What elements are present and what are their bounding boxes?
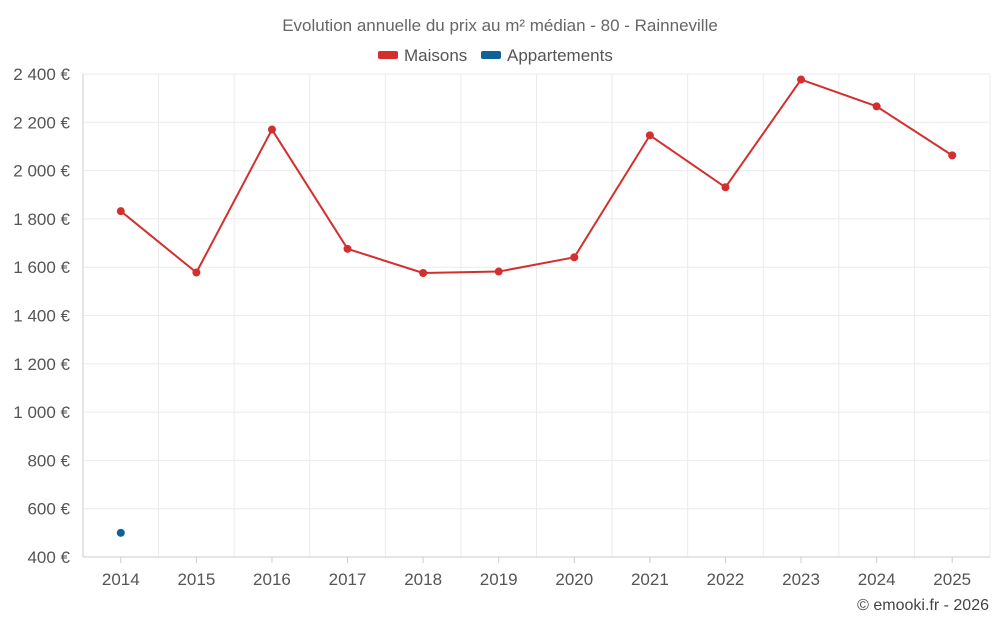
x-tick-label: 2018 [404,570,442,589]
data-point-maisons[interactable] [721,183,730,192]
series-line-maisons [120,78,953,274]
x-tick-label: 2024 [858,570,896,589]
x-tick-label: 2020 [555,570,593,589]
y-tick-label: 1 800 € [13,210,70,229]
data-point-maisons[interactable] [872,102,881,111]
y-tick-label: 600 € [27,500,70,519]
data-point-maisons[interactable] [116,207,125,216]
y-tick-label: 800 € [27,451,70,470]
x-tick-label: 2014 [102,570,140,589]
chart-title: Evolution annuelle du prix au m² médian … [282,16,718,35]
data-point-maisons[interactable] [645,131,654,140]
credit-text: © emooki.fr - 2026 [857,597,989,614]
legend-item-maisons[interactable]: Maisons [378,46,467,65]
x-tick-label: 2016 [253,570,291,589]
legend-swatch-maisons [378,51,398,59]
legend-label-maisons: Maisons [404,46,467,65]
x-tick-label: 2023 [782,570,820,589]
x-tick-label: 2021 [631,570,669,589]
data-point-maisons[interactable] [948,151,957,160]
y-tick-label: 1 600 € [13,258,70,277]
y-tick-label: 1 200 € [13,355,70,374]
legend-swatch-appartements [481,51,501,59]
data-point-maisons[interactable] [343,244,352,253]
series-appartements [116,528,125,537]
x-axis-labels: 2014 2015 2016 2017 2018 2019 2020 2021 2022 2023… [102,570,971,589]
y-tick-label: 1 400 € [13,307,70,326]
data-point-maisons[interactable] [192,268,201,277]
x-tick-label: 2025 [933,570,971,589]
x-tick-label: 2015 [177,570,215,589]
legend: Maisons Appartements [378,46,613,65]
x-tick-label: 2017 [329,570,367,589]
data-point-maisons[interactable] [494,267,503,276]
grid-lines [83,73,991,557]
data-point-maisons[interactable] [419,268,428,277]
axes [82,74,990,563]
legend-label-appartements: Appartements [507,46,613,65]
y-axis-labels: 400 € 600 € 800 € 1 000 € 1 200 € 1 400 € 1 60… [13,65,70,567]
data-point-maisons[interactable] [797,75,806,84]
data-point-maisons[interactable] [267,125,276,134]
y-tick-label: 1 000 € [13,403,70,422]
y-tick-label: 2 000 € [13,162,70,181]
series-maisons [116,75,957,277]
y-tick-label: 400 € [27,548,70,567]
y-tick-label: 2 200 € [13,113,70,132]
data-point-appartements[interactable] [116,528,125,537]
y-tick-label: 2 400 € [13,65,70,84]
data-point-maisons[interactable] [570,253,579,262]
x-tick-label: 2022 [707,570,745,589]
x-tick-label: 2019 [480,570,518,589]
series-layer [116,75,957,537]
legend-item-appartements[interactable]: Appartements [481,46,613,65]
